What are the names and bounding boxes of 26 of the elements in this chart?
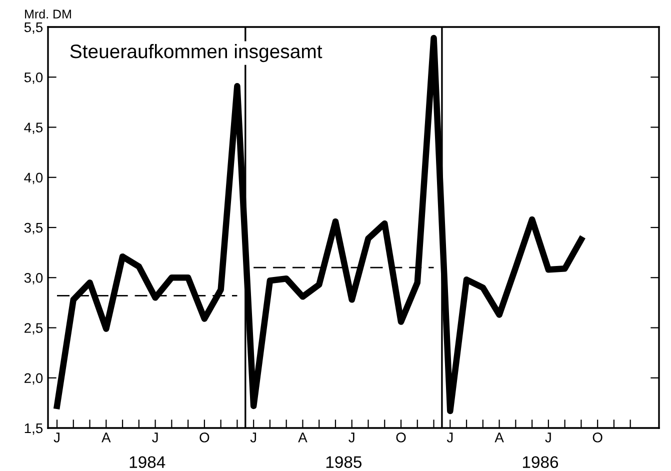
y-axis-title: Mrd. DM <box>25 9 71 19</box>
y-tick-label: 2,5 <box>24 323 43 335</box>
y-tick-label: 2,0 <box>24 373 43 385</box>
x-tick-label: A <box>102 432 111 442</box>
y-tick-label: 4,0 <box>24 172 43 184</box>
x-tick-label: J <box>250 432 256 442</box>
text: 1984 <box>130 456 166 468</box>
text: 1986 <box>522 456 558 468</box>
x-tick-label: J <box>54 432 60 442</box>
y-tick-label: 4,5 <box>24 122 43 134</box>
y-tick-label: 3,5 <box>24 222 43 234</box>
y-tick-label: 1,5 <box>24 423 43 435</box>
x-tick-label: A <box>298 432 308 442</box>
x-tick-label: O <box>200 432 210 442</box>
x-tick-label: J <box>152 432 158 442</box>
text: 1985 <box>326 456 362 468</box>
y-tick-label: 3,0 <box>24 272 43 284</box>
y-tick-label: 5,0 <box>24 72 43 84</box>
x-tick-label: A <box>494 432 504 442</box>
x-tick-label: J <box>446 432 453 442</box>
x-tick-label: J <box>348 432 354 442</box>
x-tick-label: O <box>396 432 406 442</box>
text: Steueraufkommen insgesamt <box>70 44 322 62</box>
x-tick-label: J <box>545 432 551 442</box>
y-tick-label: 5,5 <box>24 22 43 34</box>
x-tick-label: O <box>592 432 602 442</box>
